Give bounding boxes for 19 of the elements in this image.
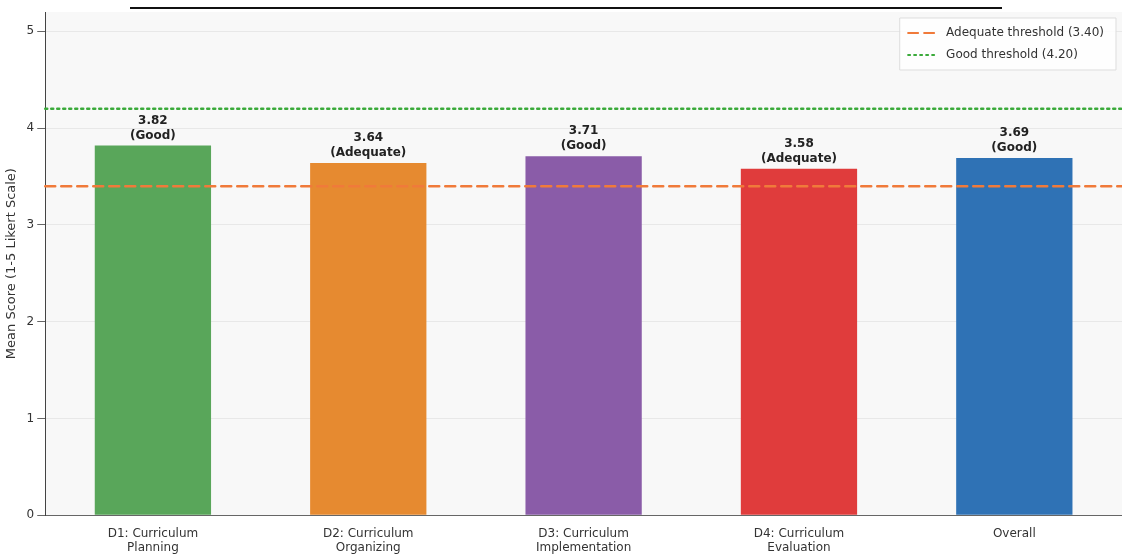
data-label: 3.58 (Adequate) <box>760 135 838 165</box>
y-tick-label: 2 <box>26 313 35 328</box>
y-tick-label: 4 <box>26 120 35 135</box>
x-tick-label: Overall <box>992 525 1036 540</box>
y-tick-label: 5 <box>26 23 35 38</box>
data-label: 3.71 (Good) <box>560 123 607 153</box>
data-label: 3.82 (Good) <box>129 112 176 142</box>
legend-label: Good threshold (4.20) <box>946 47 1078 62</box>
y-tick-label: 1 <box>26 410 35 425</box>
legend-label: Adequate threshold (3.40) <box>946 25 1104 40</box>
y-tick-label: 3 <box>26 217 35 232</box>
data-label: 3.64 (Adequate) <box>330 130 407 160</box>
data-label: 3.69 (Good) <box>991 125 1038 155</box>
x-tick-label: D1: Curriculum Planning <box>107 525 199 554</box>
y-tick-label: 0 <box>26 507 35 522</box>
x-tick-label: D4: Curriculum Evaluation <box>753 525 845 554</box>
x-tick-label: D2: Curriculum Organizing <box>322 525 414 554</box>
x-tick-label: D3: Curriculum Implementation <box>535 525 632 554</box>
y-axis-title: Mean Score (1-5 Likert Scale) <box>3 168 19 360</box>
